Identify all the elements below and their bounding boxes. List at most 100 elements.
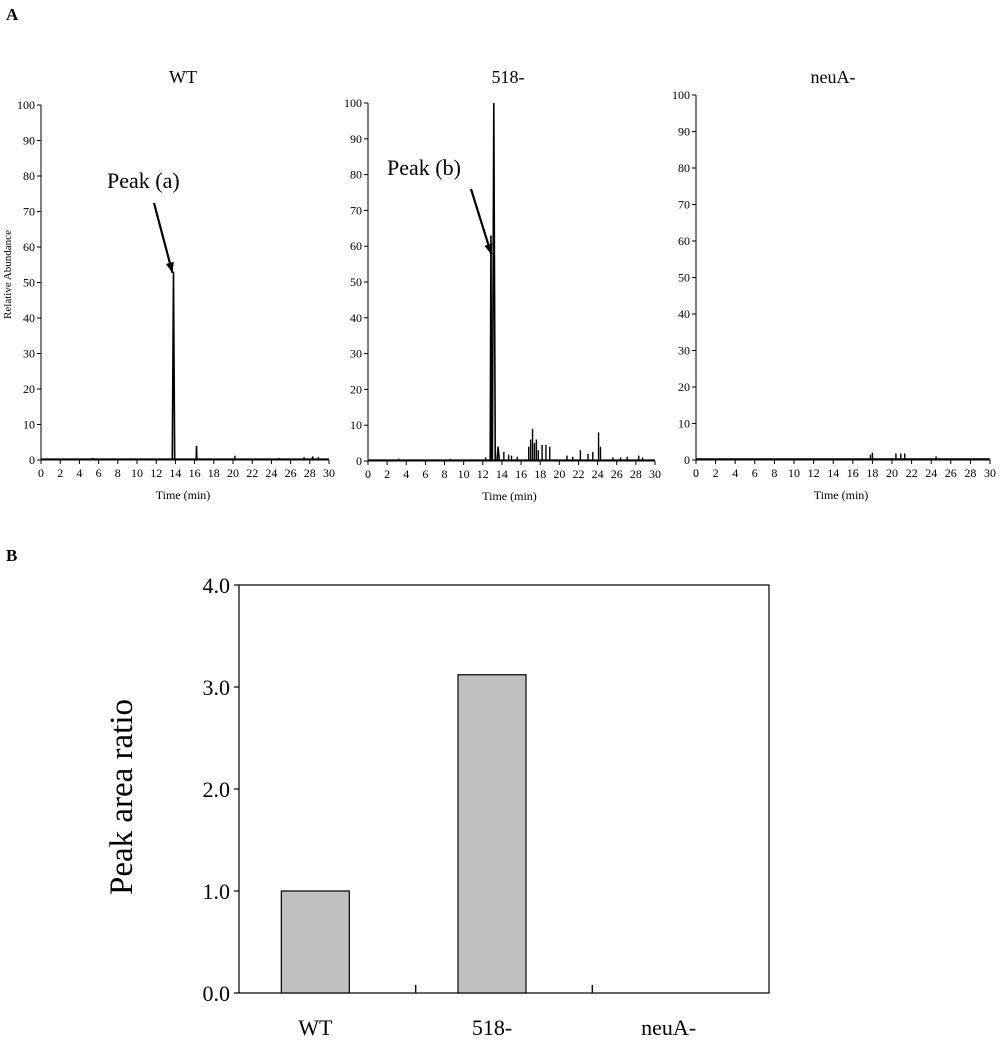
peak bbox=[171, 271, 176, 461]
y-tick-label: 50 bbox=[350, 275, 362, 289]
x-tick-label: 24 bbox=[265, 466, 277, 480]
x-tick-label: 16 bbox=[847, 466, 859, 480]
y-tick-label: 20 bbox=[678, 380, 690, 394]
x-tick-label: 0 bbox=[38, 466, 44, 480]
x-tick-label: 12 bbox=[477, 467, 489, 481]
x-tick-label: 18 bbox=[208, 466, 220, 480]
y-tick-label: 4.0 bbox=[203, 573, 231, 598]
peak bbox=[311, 456, 314, 461]
x-tick-label: 30 bbox=[984, 466, 996, 480]
x-axis-label: Time (min) bbox=[156, 488, 211, 502]
x-tick-label: 20 bbox=[227, 466, 239, 480]
x-tick-label: 30 bbox=[323, 466, 335, 480]
annotation-arrow bbox=[152, 202, 174, 274]
y-tick-label: 10 bbox=[350, 418, 362, 432]
x-tick-label: 20 bbox=[553, 467, 565, 481]
x-tick-label: 4 bbox=[403, 467, 409, 481]
x-tick-label: 24 bbox=[925, 466, 937, 480]
y-tick-label: 40 bbox=[350, 311, 362, 325]
y-tick-label: 10 bbox=[23, 418, 35, 432]
y-tick-label: 80 bbox=[23, 169, 35, 183]
panel-label-b: B bbox=[6, 546, 17, 565]
x-tick-label: 28 bbox=[630, 467, 642, 481]
x-tick-label: 10 bbox=[458, 467, 470, 481]
peak bbox=[489, 235, 493, 462]
y-tick-label: 60 bbox=[678, 234, 690, 248]
x-tick-label: 28 bbox=[304, 466, 316, 480]
x-tick-label: 20 bbox=[886, 466, 898, 480]
y-tick-label: 70 bbox=[23, 205, 35, 219]
x-tick-label: 14 bbox=[496, 467, 508, 481]
x-tick-label: 26 bbox=[285, 466, 297, 480]
y-tick-label: 0 bbox=[684, 453, 690, 467]
y-tick-label: 30 bbox=[23, 347, 35, 361]
x-tick-label: 16 bbox=[189, 466, 201, 480]
y-tick-label: 40 bbox=[23, 311, 35, 325]
x-tick-label: 0 bbox=[693, 466, 699, 480]
x-tick-label: 14 bbox=[169, 466, 181, 480]
x-tick-label: 22 bbox=[246, 466, 258, 480]
y-tick-label: 80 bbox=[350, 168, 362, 182]
x-tick-label: 26 bbox=[611, 467, 623, 481]
annotation-arrowhead bbox=[165, 261, 174, 273]
x-tick-label: 30 bbox=[649, 467, 661, 481]
x-tick-label: 6 bbox=[96, 466, 102, 480]
y-tick-label: 3.0 bbox=[203, 675, 231, 700]
y-tick-label: 0.0 bbox=[203, 981, 231, 1006]
x-tick-label: 8 bbox=[771, 466, 777, 480]
y-tick-label: 0 bbox=[29, 453, 35, 467]
y-tick-label: 20 bbox=[350, 382, 362, 396]
x-tick-label: 12 bbox=[808, 466, 820, 480]
peak-annotation: Peak (b) bbox=[387, 155, 461, 180]
x-tick-label: 2 bbox=[713, 466, 719, 480]
x-tick-label: 22 bbox=[906, 466, 918, 480]
y-axis-label: Peak area ratio bbox=[104, 699, 140, 895]
y-tick-label: 20 bbox=[23, 382, 35, 396]
y-tick-label: 2.0 bbox=[203, 777, 231, 802]
y-tick-label: 70 bbox=[350, 203, 362, 217]
x-tick-label: 10 bbox=[131, 466, 143, 480]
y-axis-label: Relative Abundance bbox=[2, 230, 14, 319]
y-tick-label: 90 bbox=[350, 132, 362, 146]
y-tick-label: 30 bbox=[678, 344, 690, 358]
y-tick-label: 90 bbox=[678, 125, 690, 139]
x-tick-label: WT bbox=[298, 1015, 333, 1040]
x-tick-label: 28 bbox=[964, 466, 976, 480]
peak bbox=[491, 102, 497, 462]
y-tick-label: 10 bbox=[678, 417, 690, 431]
x-tick-label: 4 bbox=[732, 466, 738, 480]
x-tick-label: 10 bbox=[788, 466, 800, 480]
chart-title: WT bbox=[169, 67, 197, 87]
y-tick-label: 30 bbox=[350, 347, 362, 361]
x-tick-label: 14 bbox=[827, 466, 839, 480]
peak-annotation: Peak (a) bbox=[107, 168, 180, 193]
bar-chart-panel: 0.0 1.0 2.0 3.0 4.0 Peak area ratio WT 518- neuA… bbox=[104, 573, 770, 1040]
annotation-arrowhead bbox=[484, 243, 493, 255]
x-tick-label: 6 bbox=[422, 467, 428, 481]
x-axis-label: Time (min) bbox=[814, 488, 869, 502]
y-tick-label: 80 bbox=[678, 161, 690, 175]
y-tick-label: 50 bbox=[678, 271, 690, 285]
x-tick-label: 16 bbox=[515, 467, 527, 481]
x-tick-label: 18 bbox=[866, 466, 878, 480]
y-tick-label: 90 bbox=[23, 134, 35, 148]
x-tick-label: neuA- bbox=[641, 1015, 696, 1040]
x-tick-label: 2 bbox=[57, 466, 63, 480]
annotation-arrow bbox=[469, 188, 493, 255]
peak bbox=[496, 446, 501, 462]
peak bbox=[195, 445, 198, 461]
y-tick-label: 100 bbox=[17, 98, 35, 112]
x-tick-label: 18 bbox=[534, 467, 546, 481]
x-tick-label: 12 bbox=[150, 466, 162, 480]
y-tick-label: 1.0 bbox=[203, 879, 231, 904]
y-tick-label: 40 bbox=[678, 307, 690, 321]
x-tick-label: 24 bbox=[592, 467, 604, 481]
bar bbox=[457, 674, 527, 994]
panel-label-a: A bbox=[6, 5, 19, 24]
x-tick-label: 518- bbox=[472, 1015, 512, 1040]
x-tick-label: 6 bbox=[752, 466, 758, 480]
